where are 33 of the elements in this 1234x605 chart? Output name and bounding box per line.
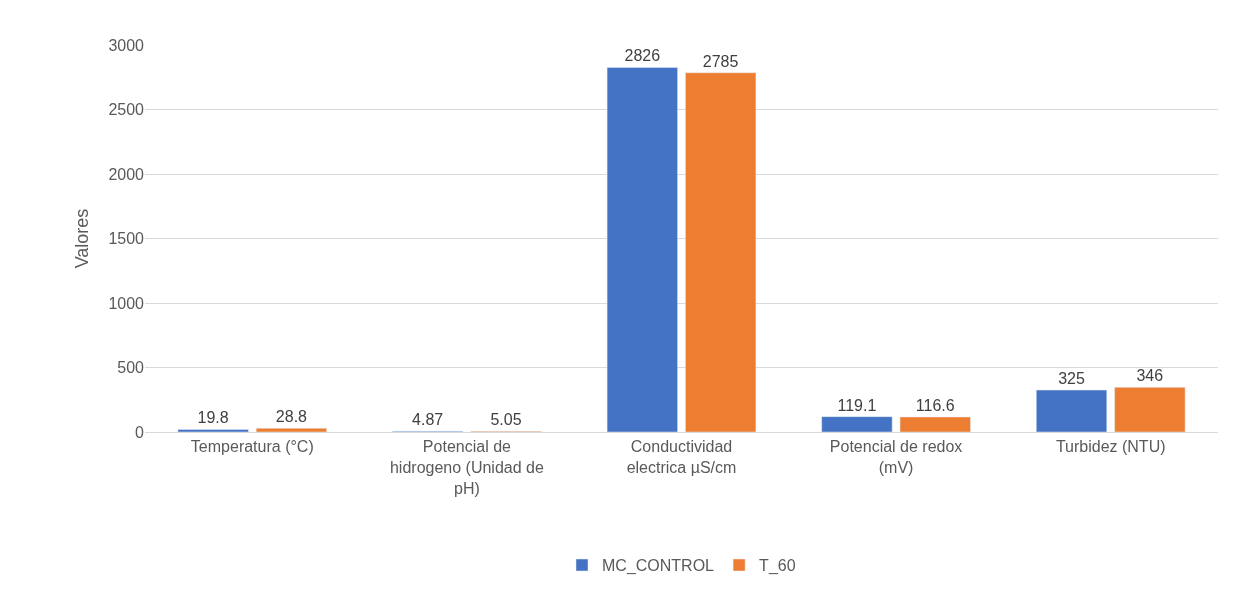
- bar: [1036, 389, 1108, 432]
- y-tick-label: 2000: [108, 165, 145, 183]
- bar: [177, 429, 249, 432]
- legend-label: MC_CONTROL: [602, 557, 715, 576]
- data-label: 4.87: [412, 411, 444, 429]
- bar: [606, 67, 678, 432]
- data-label: 2785: [702, 52, 739, 70]
- x-tick-label: Temperatura (°C): [190, 438, 314, 456]
- legend-label: T_60: [759, 557, 796, 576]
- y-tick-label: 500: [117, 359, 145, 377]
- data-label: 119.1: [837, 396, 877, 414]
- data-label: 2826: [624, 47, 661, 65]
- x-tick-label: Potencial de hidrogeno (Unidad de pH): [389, 438, 544, 497]
- y-tick-label: 2500: [108, 101, 145, 119]
- bar: [1114, 387, 1186, 432]
- y-tick-label: 1000: [108, 294, 145, 312]
- y-tick-label: 0: [135, 423, 145, 441]
- bar: [255, 428, 327, 432]
- bar: [685, 72, 757, 432]
- y-tick-label: 1500: [108, 230, 145, 248]
- data-label: 325: [1058, 370, 1085, 388]
- y-axis-title: Valores: [71, 208, 92, 269]
- data-label: 346: [1136, 367, 1164, 385]
- x-tick-label: Conductividad electrica µS/cm: [626, 438, 737, 476]
- data-label: 116.6: [915, 396, 955, 414]
- y-tick-label: 3000: [108, 36, 145, 54]
- bar: [899, 416, 971, 432]
- data-label: 28.8: [275, 408, 308, 426]
- x-tick-label: Turbidez (NTU): [1055, 438, 1166, 456]
- data-label: 5.05: [490, 411, 522, 429]
- data-label: 19.8: [197, 409, 229, 427]
- bar: [821, 416, 893, 432]
- x-tick-label: Potencial de redox (mV): [829, 438, 963, 476]
